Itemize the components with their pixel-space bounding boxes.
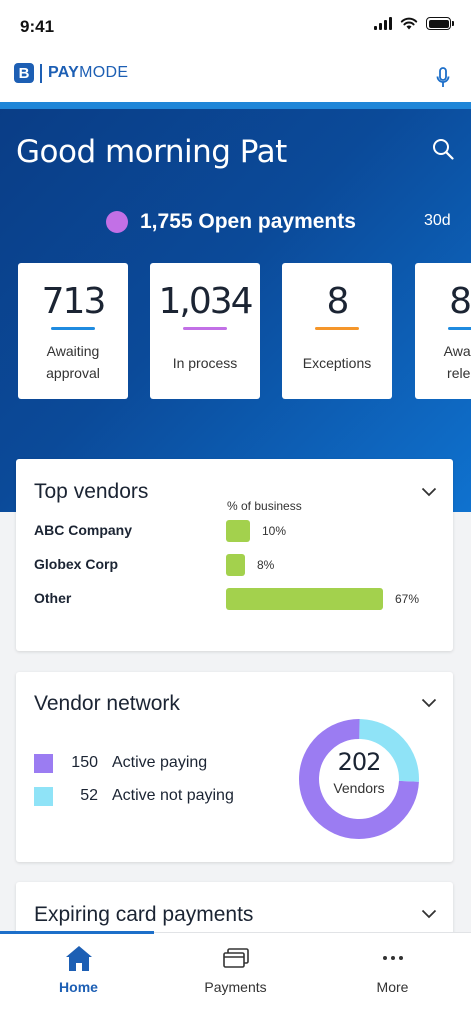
stat-underline — [448, 327, 471, 330]
stat-value: 713 — [41, 281, 107, 322]
open-payments-text: 1,755 Open payments — [140, 210, 356, 233]
logo-text-bold: PAY — [48, 64, 80, 81]
stat-card-awaiting-release[interactable]: 82 Awaiting release — [415, 263, 471, 399]
stat-underline — [183, 327, 227, 330]
legend-label: Active not paying — [112, 787, 234, 804]
stat-label-line: approval — [46, 365, 100, 381]
stat-underline — [315, 327, 359, 330]
vendor-row[interactable]: Globex Corp 8% — [34, 554, 434, 576]
donut-center: 202 Vendors — [298, 748, 420, 796]
paymode-logo[interactable]: B PAY MODE — [14, 63, 128, 83]
status-icons — [374, 17, 454, 30]
logo-badge: B — [14, 63, 34, 83]
tab-label: Payments — [204, 979, 267, 995]
bottom-tab-bar: Home Payments More — [0, 931, 471, 1020]
status-time: 9:41 — [20, 17, 55, 36]
chevron-down-icon[interactable] — [421, 909, 437, 919]
app-header: B PAY MODE — [0, 52, 471, 102]
legend-count: 150 — [71, 754, 98, 771]
cellular-signal-icon — [374, 17, 392, 30]
status-bar: 9:41 — [0, 0, 471, 52]
active-tab-indicator — [0, 931, 154, 934]
stat-value: 82 — [449, 281, 471, 322]
tab-label: More — [376, 979, 409, 995]
top-vendors-card: Top vendors % of business ABC Company 10… — [16, 459, 453, 651]
vendor-donut-chart[interactable] — [298, 718, 420, 840]
tab-home[interactable]: Home — [0, 943, 157, 995]
wifi-icon — [400, 17, 418, 30]
vendor-name: Globex Corp — [34, 556, 119, 572]
vendor-chart-subtitle: % of business — [227, 499, 302, 513]
tab-more[interactable]: More — [314, 943, 471, 995]
vendor-name: Other — [34, 590, 72, 606]
legend-swatch — [34, 753, 53, 773]
search-icon[interactable] — [432, 138, 454, 160]
period-selector[interactable]: 30d — [424, 212, 451, 229]
legend-label: Active paying — [112, 754, 208, 771]
vendor-name: ABC Company — [34, 522, 133, 538]
tab-label: Home — [59, 979, 98, 995]
stat-card-awaiting-approval[interactable]: 713 Awaiting approval — [18, 263, 128, 399]
logo-divider — [40, 63, 42, 83]
stat-label: Exceptions — [302, 355, 372, 371]
open-payments-summary[interactable]: 1,755 Open payments — [106, 210, 356, 234]
donut-total: 202 — [337, 748, 382, 776]
vendor-bar — [226, 520, 250, 542]
stat-value: 1,034 — [158, 281, 253, 322]
stat-underline — [51, 327, 95, 330]
legend-item-active-not-paying: 52 Active not paying — [34, 785, 234, 807]
stat-label-line: Awaiting — [443, 343, 471, 359]
stat-label: Awaiting approval — [18, 340, 128, 384]
expiring-card-payments-title: Expiring card payments — [34, 903, 254, 926]
stat-label-line: release — [447, 365, 471, 381]
vendor-bar — [226, 588, 383, 610]
donut-segment-active-paying — [299, 719, 419, 839]
vendor-percent: 8% — [257, 558, 275, 572]
vendor-network-card: Vendor network 150 Active paying 52 Acti… — [16, 672, 453, 862]
home-icon — [65, 946, 92, 971]
top-vendors-title: Top vendors — [34, 480, 149, 503]
legend-swatch — [34, 786, 53, 806]
stat-label: Awaiting release — [415, 340, 471, 384]
vendor-percent: 10% — [262, 524, 287, 538]
vendor-bar — [226, 554, 245, 576]
greeting-heading: Good morning Pat — [16, 134, 287, 170]
stat-value: 8 — [326, 281, 350, 322]
vendor-percent: 67% — [395, 592, 420, 606]
stat-label: In process — [172, 355, 238, 371]
donut-total-label: Vendors — [333, 780, 385, 796]
payments-icon — [222, 948, 249, 968]
stat-label-line: Awaiting — [46, 343, 100, 359]
battery-icon — [426, 17, 454, 30]
microphone-icon[interactable] — [435, 66, 451, 90]
chevron-down-icon[interactable] — [421, 698, 437, 708]
vendor-row[interactable]: ABC Company 10% — [34, 520, 434, 542]
more-icon — [382, 956, 403, 960]
hero-accent-line — [0, 102, 471, 109]
tab-payments[interactable]: Payments — [157, 943, 314, 995]
stat-card-in-process[interactable]: 1,034 In process — [150, 263, 260, 399]
legend-item-active-paying: 150 Active paying — [34, 752, 207, 774]
vendor-network-title: Vendor network — [34, 692, 180, 715]
logo-text-light: MODE — [79, 64, 129, 81]
stat-card-exceptions[interactable]: 8 Exceptions — [282, 263, 392, 399]
chevron-down-icon[interactable] — [421, 487, 437, 497]
vendor-row[interactable]: Other 67% — [34, 588, 434, 610]
open-payments-dot — [106, 211, 128, 233]
legend-count: 52 — [80, 787, 98, 804]
